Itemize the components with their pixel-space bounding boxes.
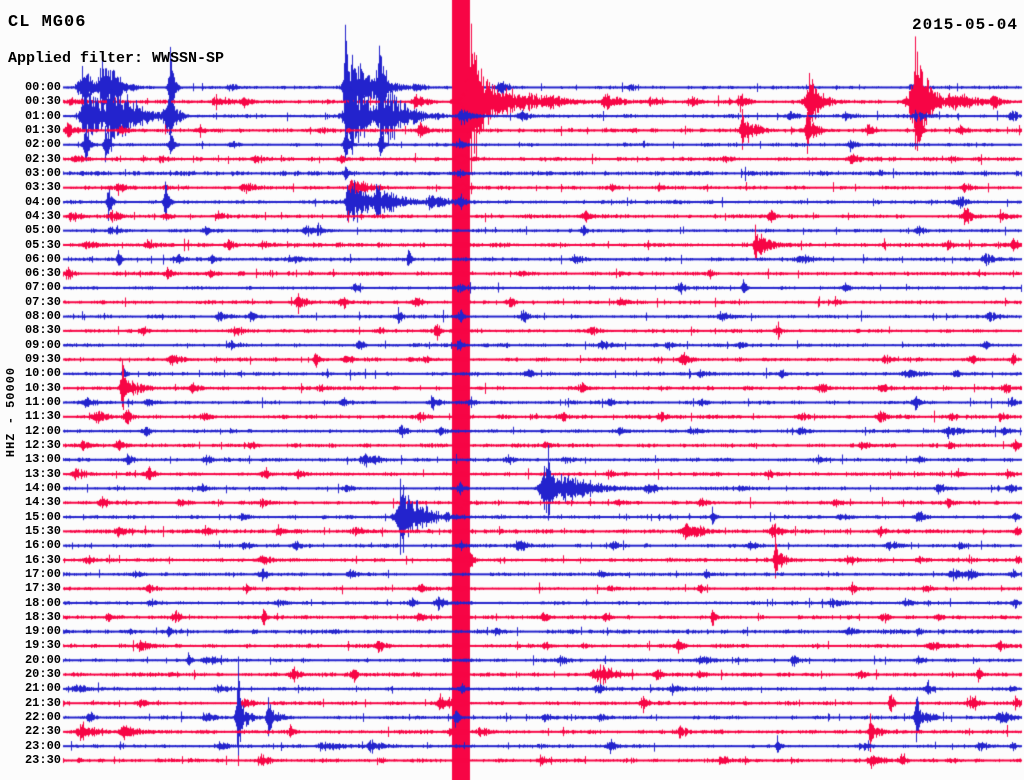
- y-axis-scale-label: HHZ - 50000: [4, 366, 18, 458]
- time-label: 15:30: [24, 523, 61, 538]
- time-label: 07:30: [24, 294, 61, 309]
- time-label: 22:30: [24, 724, 61, 739]
- time-label: 11:30: [24, 409, 61, 424]
- time-label: 19:30: [24, 638, 61, 653]
- time-label: 20:30: [24, 667, 61, 682]
- time-label: 13:00: [24, 452, 61, 467]
- time-label: 09:30: [24, 352, 61, 367]
- time-label: 02:00: [24, 137, 61, 152]
- time-label: 02:30: [24, 151, 61, 166]
- time-label: 03:30: [24, 180, 61, 195]
- station-label: CL MG06: [8, 13, 87, 32]
- time-label: 17:00: [24, 566, 61, 581]
- time-label: 05:00: [24, 223, 61, 238]
- time-label: 04:30: [24, 208, 61, 223]
- time-label: 14:00: [24, 480, 61, 495]
- time-label: 06:30: [24, 266, 61, 281]
- time-label: 12:00: [24, 423, 61, 438]
- time-label: 12:30: [24, 438, 61, 452]
- time-label: 06:00: [24, 251, 61, 266]
- time-label: 08:30: [24, 323, 61, 338]
- time-label: 04:00: [24, 194, 61, 209]
- time-label: 16:30: [24, 552, 61, 567]
- time-label: 20:00: [24, 652, 61, 667]
- time-label: 03:00: [24, 165, 61, 180]
- time-label: 15:00: [24, 509, 61, 524]
- time-label: 05:30: [24, 237, 61, 252]
- time-label: 10:30: [24, 380, 61, 395]
- time-label: 00:30: [24, 94, 61, 109]
- time-label: 16:00: [24, 538, 61, 553]
- time-label: 10:00: [24, 366, 61, 381]
- time-label: 22:00: [24, 710, 61, 725]
- time-label: 11:00: [24, 395, 61, 410]
- time-label: 19:00: [24, 624, 61, 639]
- time-label: 14:30: [24, 495, 61, 510]
- time-label: 17:30: [24, 581, 61, 596]
- time-label: 00:00: [24, 80, 61, 94]
- time-label: 08:00: [24, 309, 61, 324]
- filter-label: Applied filter: WWSSN-SP: [8, 50, 225, 67]
- time-label: 18:00: [24, 595, 61, 610]
- time-label: 01:00: [24, 108, 61, 123]
- time-label: 18:30: [24, 609, 61, 624]
- time-label: 23:00: [24, 738, 61, 753]
- time-label: 01:30: [24, 122, 61, 137]
- time-label: 23:30: [24, 753, 61, 768]
- time-label: 09:00: [24, 337, 61, 352]
- time-label: 21:30: [24, 695, 61, 710]
- time-label: 07:00: [24, 280, 61, 295]
- time-label: 21:00: [24, 681, 61, 696]
- date-label: 2015-05-04: [911, 16, 1018, 34]
- time-label: 13:30: [24, 466, 61, 481]
